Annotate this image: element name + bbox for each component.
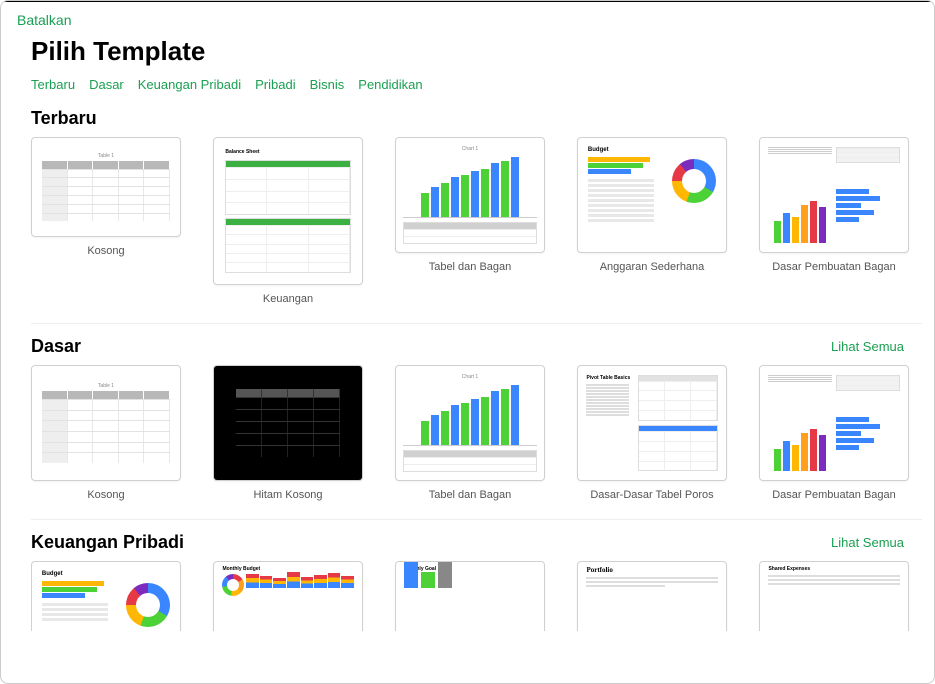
tab-basic[interactable]: Dasar bbox=[89, 77, 124, 92]
template-blank-black[interactable]: Hitam Kosong bbox=[213, 365, 363, 501]
template-label: Kosong bbox=[87, 245, 124, 257]
section-title: Keuangan Pribadi bbox=[31, 532, 184, 553]
thumb-charting bbox=[759, 137, 909, 253]
section-title: Dasar bbox=[31, 336, 81, 357]
template-label: Kosong bbox=[87, 489, 124, 501]
template-monthly-goal[interactable]: Monthly Goal bbox=[395, 561, 545, 631]
thumb-budget: Budget bbox=[577, 137, 727, 253]
thumb-monthly-budget: Monthly Budget bbox=[213, 561, 363, 631]
tab-recent[interactable]: Terbaru bbox=[31, 77, 75, 92]
template-charting-basics[interactable]: Dasar Pembuatan Bagan bbox=[759, 365, 909, 501]
tab-personal-finance[interactable]: Keuangan Pribadi bbox=[138, 77, 241, 92]
template-finance[interactable]: Balance Sheet Keuangan bbox=[213, 137, 363, 305]
template-blank[interactable]: Table 1 Kosong bbox=[31, 365, 181, 501]
thumb-blank-black bbox=[213, 365, 363, 481]
thumb-monthly-goal: Monthly Goal bbox=[395, 561, 545, 631]
thumb-pivot: Pivot Table Basics bbox=[577, 365, 727, 481]
thumb-chart-table: Chart 1 bbox=[395, 365, 545, 481]
template-shared-expenses[interactable]: Shared Expenses bbox=[759, 561, 909, 631]
template-chooser-window: Batalkan Pilih Template Terbaru Dasar Ke… bbox=[0, 0, 935, 684]
template-row-basic: Table 1 Kosong bbox=[31, 365, 922, 520]
template-chart-table[interactable]: Chart 1 Tabel dan Bagan bbox=[395, 137, 545, 305]
template-monthly-budget[interactable]: Monthly Budget bbox=[213, 561, 363, 631]
thumb-chart-table: Chart 1 bbox=[395, 137, 545, 253]
thumb-shared: Shared Expenses bbox=[759, 561, 909, 631]
template-pivot-basics[interactable]: Pivot Table Basics Dasar-Dasar Tabel Por… bbox=[577, 365, 727, 501]
thumb-portfolio: Portfolio bbox=[577, 561, 727, 631]
template-simple-budget[interactable]: Budget Anggaran Sederhana bbox=[577, 137, 727, 305]
section-title: Terbaru bbox=[31, 108, 97, 129]
template-label: Dasar Pembuatan Bagan bbox=[772, 261, 896, 273]
template-blank[interactable]: Table 1 Kosong bbox=[31, 137, 181, 305]
see-all-basic[interactable]: Lihat Semua bbox=[831, 339, 904, 354]
category-tabs: Terbaru Dasar Keuangan Pribadi Pribadi B… bbox=[1, 73, 934, 100]
tab-personal[interactable]: Pribadi bbox=[255, 77, 295, 92]
template-charting-basics[interactable]: Dasar Pembuatan Bagan bbox=[759, 137, 909, 305]
template-label: Dasar Pembuatan Bagan bbox=[772, 489, 896, 501]
template-label: Tabel dan Bagan bbox=[429, 261, 512, 273]
template-label: Anggaran Sederhana bbox=[600, 261, 705, 273]
template-label: Hitam Kosong bbox=[253, 489, 322, 501]
template-row-recent: Table 1 Kosong bbox=[31, 137, 922, 324]
template-label: Keuangan bbox=[263, 293, 313, 305]
template-portfolio[interactable]: Portfolio bbox=[577, 561, 727, 631]
page-title: Pilih Template bbox=[1, 30, 934, 73]
thumb-blank: Table 1 bbox=[31, 137, 181, 237]
template-chart-table[interactable]: Chart 1 Tabel dan Bagan bbox=[395, 365, 545, 501]
cancel-button[interactable]: Batalkan bbox=[17, 12, 71, 28]
thumb-budget: Budget bbox=[31, 561, 181, 631]
thumb-finance: Balance Sheet bbox=[213, 137, 363, 285]
section-header-recent: Terbaru bbox=[31, 100, 934, 137]
template-label: Tabel dan Bagan bbox=[429, 489, 512, 501]
template-row-personal-finance: Budget Monthly Budget bbox=[31, 561, 922, 631]
tab-education[interactable]: Pendidikan bbox=[358, 77, 422, 92]
section-header-basic: Dasar Lihat Semua bbox=[31, 328, 934, 365]
see-all-personal-finance[interactable]: Lihat Semua bbox=[831, 535, 904, 550]
thumb-charting bbox=[759, 365, 909, 481]
template-scroll-area[interactable]: Terbaru Table 1 bbox=[1, 100, 934, 683]
template-label: Dasar-Dasar Tabel Poros bbox=[590, 489, 713, 501]
topbar: Batalkan bbox=[1, 1, 934, 30]
section-header-personal-finance: Keuangan Pribadi Lihat Semua bbox=[31, 524, 934, 561]
template-budget[interactable]: Budget bbox=[31, 561, 181, 631]
thumb-blank: Table 1 bbox=[31, 365, 181, 481]
tab-business[interactable]: Bisnis bbox=[310, 77, 345, 92]
